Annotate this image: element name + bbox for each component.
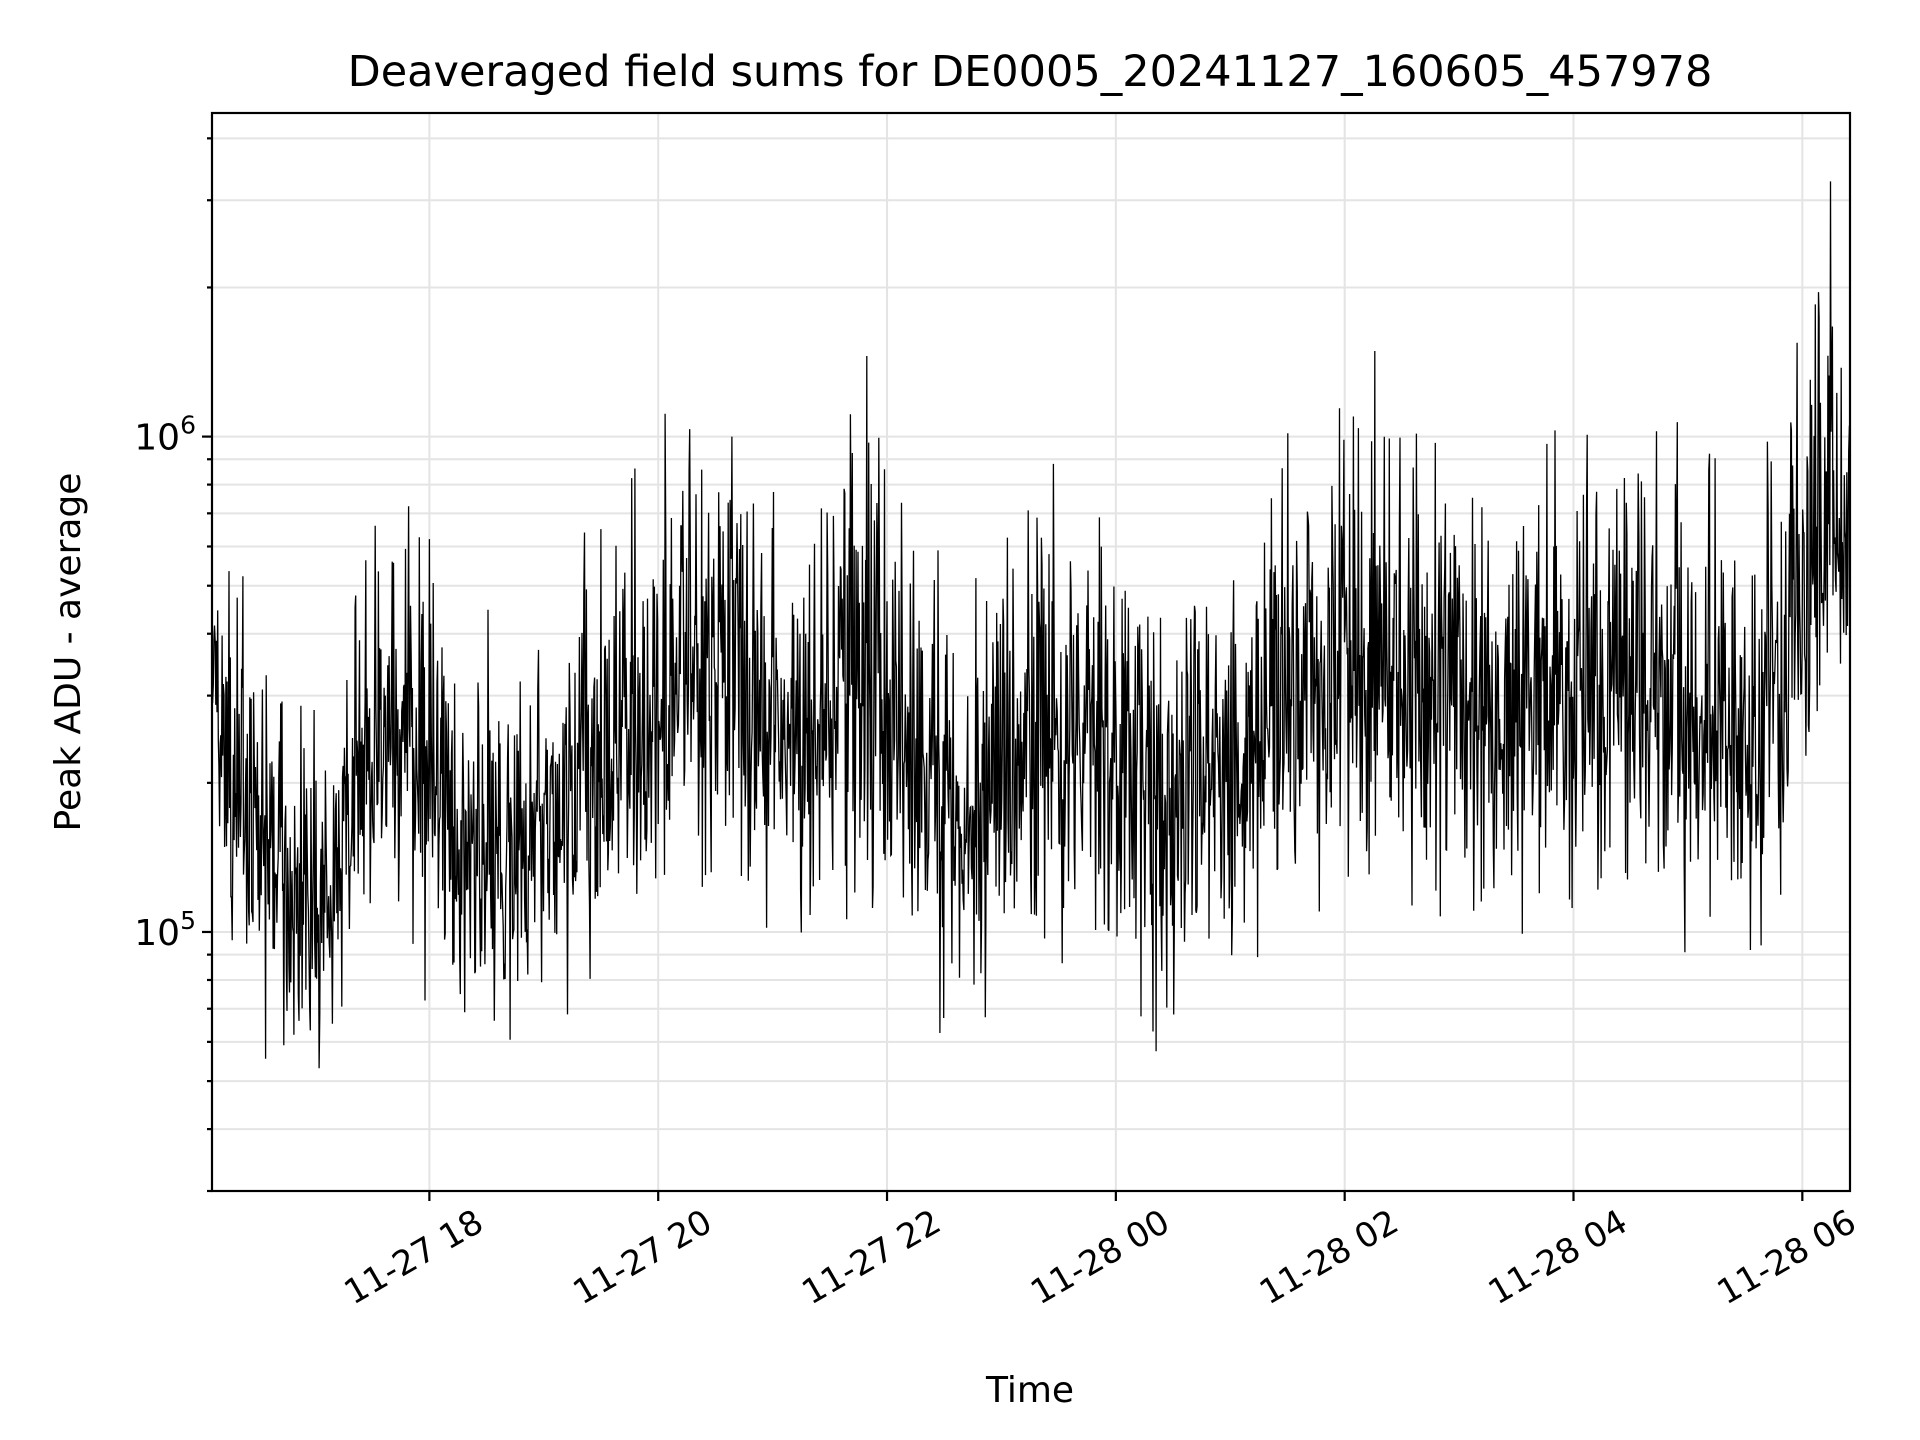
grid-lines: [212, 113, 1850, 1192]
x-axis: 11-27 18 11-27 20 11-27 22 11-28 00 11-28 02…: [338, 1191, 1863, 1313]
x-tick-label: 11-28 04: [1482, 1202, 1634, 1313]
y-axis-label: Peak ADU - average: [48, 473, 89, 832]
y-tick-label: 105: [134, 906, 196, 954]
y-tick-label: 106: [134, 411, 196, 459]
x-tick-label: 11-27 18: [338, 1202, 490, 1313]
x-tick-label: 11-27 22: [795, 1202, 947, 1313]
x-tick-label: 11-28 02: [1253, 1202, 1405, 1313]
plot-frame: [210, 111, 1852, 1193]
y-axis: 105 106: [134, 137, 212, 1193]
x-tick-label: 11-27 20: [567, 1202, 719, 1313]
x-axis-label: Time: [985, 1370, 1074, 1411]
x-tick-label: 11-28 06: [1711, 1202, 1863, 1313]
x-tick-label: 11-28 00: [1024, 1202, 1176, 1313]
chart-title: Deaveraged field sums for DE0005_2024112…: [348, 47, 1713, 97]
series-layer: [211, 181, 1851, 1069]
series-line: [211, 181, 1851, 1069]
